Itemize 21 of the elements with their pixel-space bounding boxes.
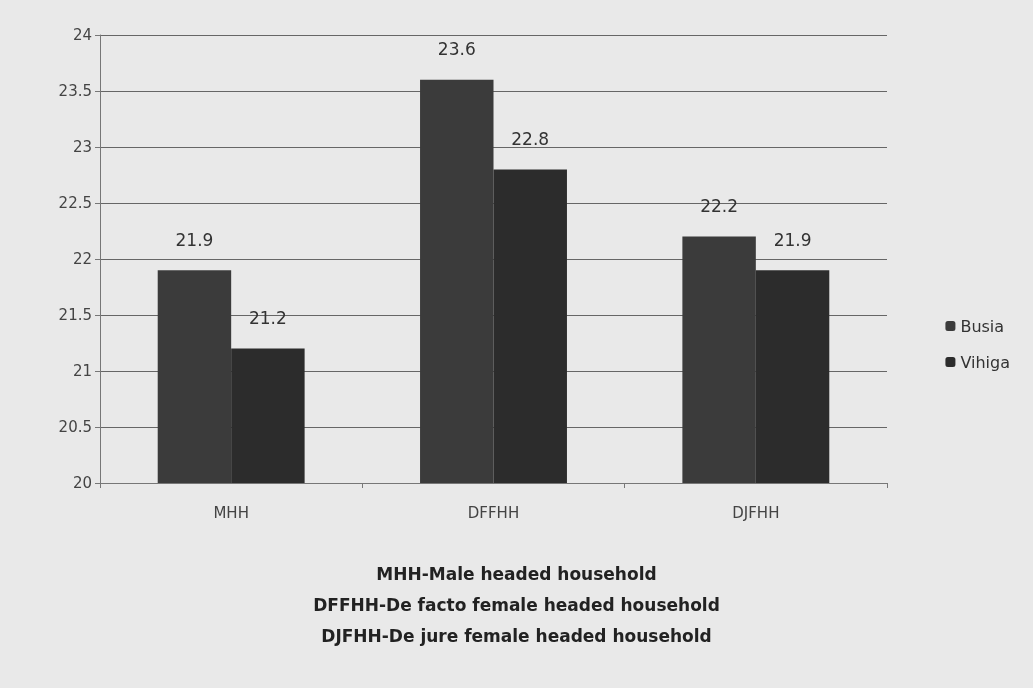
legend-label: Busia (960, 316, 1005, 336)
y-tick-label: 20.5 (58, 418, 92, 436)
y-tick-label: 23 (72, 138, 92, 156)
text: DFFHH-De facto female headed household (313, 594, 720, 615)
y-tick-label: 22 (72, 250, 92, 268)
data-label: 23.6 (437, 39, 476, 60)
legend-label: Vihiga (960, 352, 1011, 372)
y-tick-label: 21 (72, 362, 92, 380)
text: MHH-Male headed household (376, 563, 657, 584)
y-tick-label: 21.5 (58, 306, 92, 324)
x-tick-label: DFFHH (467, 503, 520, 522)
text: DJFHH-De jure female headed household (321, 625, 712, 646)
x-tick-label: DJFHH (732, 503, 780, 522)
data-label: 21.9 (773, 229, 812, 250)
x-tick-label: MHH (213, 503, 249, 522)
y-tick-label: 20 (72, 474, 92, 492)
data-label: 21.9 (175, 229, 214, 250)
data-label: 22.8 (511, 128, 550, 149)
y-tick-label: 23.5 (58, 82, 92, 100)
y-tick-label: 24 (72, 26, 92, 44)
y-tick-label: 22.5 (58, 194, 92, 212)
